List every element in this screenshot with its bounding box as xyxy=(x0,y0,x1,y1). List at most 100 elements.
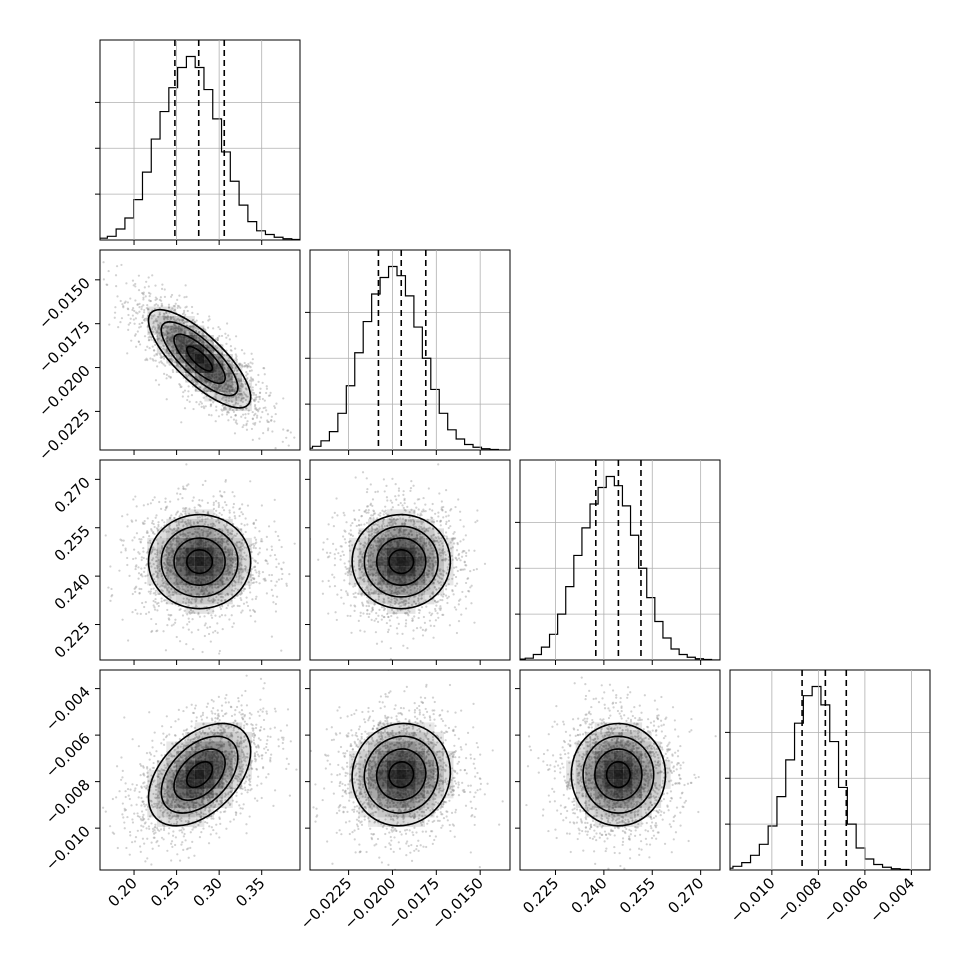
sample-point xyxy=(145,564,148,567)
sample-point xyxy=(149,299,152,303)
sample-point xyxy=(187,368,191,371)
sample-point xyxy=(358,508,361,512)
sample-point xyxy=(225,383,228,386)
sample-point xyxy=(244,413,247,416)
sample-point xyxy=(154,601,157,604)
sample-point xyxy=(424,503,427,506)
sample-point xyxy=(244,398,247,402)
sample-point xyxy=(235,367,238,370)
sample-point xyxy=(184,590,187,593)
sample-point xyxy=(148,294,151,298)
sample-point xyxy=(142,291,145,294)
density-cell xyxy=(147,325,157,336)
sample-point xyxy=(446,601,449,605)
sample-point xyxy=(253,400,256,403)
sample-point xyxy=(159,354,163,357)
sample-point xyxy=(157,327,160,330)
sample-point xyxy=(209,523,212,526)
sample-point xyxy=(224,527,227,530)
sample-point xyxy=(181,510,185,513)
sample-point xyxy=(164,508,167,512)
sample-point xyxy=(239,545,243,548)
sample-point xyxy=(252,521,256,524)
sample-point xyxy=(163,332,167,335)
sample-point xyxy=(242,380,245,383)
sample-point xyxy=(351,521,354,525)
density-cell xyxy=(194,585,205,595)
sample-point xyxy=(179,533,182,536)
sample-point xyxy=(113,311,117,314)
sample-point xyxy=(233,569,236,572)
sample-point xyxy=(134,299,137,302)
sample-point xyxy=(169,328,172,331)
sample-point xyxy=(217,532,220,536)
sample-point xyxy=(167,303,171,306)
sample-point xyxy=(154,284,157,287)
sample-point xyxy=(168,564,171,568)
sample-point xyxy=(252,422,255,425)
sample-point xyxy=(255,595,258,598)
sample-point xyxy=(193,506,196,509)
sample-point xyxy=(230,386,233,389)
sample-point xyxy=(163,315,166,318)
sample-point xyxy=(182,601,185,604)
sample-point xyxy=(200,528,203,532)
sample-point xyxy=(158,592,161,596)
sample-point xyxy=(182,391,185,394)
sample-point xyxy=(210,455,212,457)
sample-point xyxy=(183,508,186,511)
sample-point xyxy=(357,519,361,522)
sample-point xyxy=(225,540,228,544)
sample-point xyxy=(228,571,231,574)
sample-point xyxy=(257,400,260,403)
sample-point xyxy=(171,359,174,362)
sample-point xyxy=(121,515,124,518)
sample-point xyxy=(142,570,146,573)
sample-point xyxy=(158,311,161,314)
sample-point xyxy=(208,315,211,318)
sample-point xyxy=(200,597,203,600)
sample-point xyxy=(208,398,211,401)
sample-point xyxy=(152,530,155,534)
sample-point xyxy=(421,634,425,637)
sample-point xyxy=(253,565,257,569)
sample-point xyxy=(162,315,165,318)
sample-point xyxy=(250,543,253,546)
sample-point xyxy=(228,408,231,411)
sample-point xyxy=(232,604,235,607)
sample-point xyxy=(159,551,162,555)
sample-point xyxy=(208,585,211,588)
sample-point xyxy=(184,329,187,332)
sample-point xyxy=(131,592,134,596)
sample-point xyxy=(222,406,226,410)
sample-point xyxy=(238,548,241,551)
sample-point xyxy=(179,306,182,309)
sample-point xyxy=(165,398,168,401)
sample-point xyxy=(187,617,190,620)
sample-point xyxy=(242,602,246,605)
sample-point xyxy=(196,516,199,519)
sample-point xyxy=(247,409,250,412)
sample-point xyxy=(225,523,228,527)
sample-point xyxy=(240,598,243,602)
sample-point xyxy=(150,338,153,341)
sample-point xyxy=(187,374,191,377)
sample-point xyxy=(126,513,129,516)
sample-point xyxy=(416,498,419,501)
sample-point xyxy=(172,349,175,352)
sample-point xyxy=(184,320,187,323)
sample-point xyxy=(240,542,243,545)
sample-point xyxy=(231,381,234,384)
sample-point xyxy=(170,564,173,567)
sample-point xyxy=(157,604,160,608)
sample-point xyxy=(178,608,181,612)
sample-point xyxy=(241,578,244,581)
sample-point xyxy=(226,379,229,383)
sample-point xyxy=(225,503,228,507)
sample-point xyxy=(245,407,248,410)
sample-point xyxy=(141,575,144,578)
sample-point xyxy=(192,522,196,525)
sample-point xyxy=(220,352,224,355)
sample-point xyxy=(150,314,153,317)
sample-point xyxy=(222,596,225,599)
